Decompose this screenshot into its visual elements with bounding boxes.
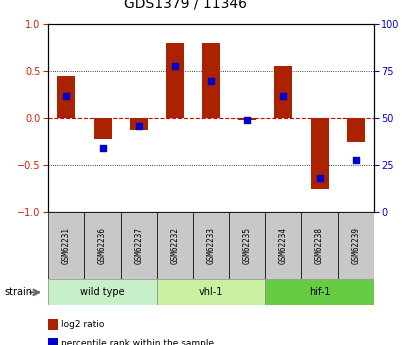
Text: hif-1: hif-1 [309,287,330,297]
Text: GSM62235: GSM62235 [243,227,252,264]
Text: GSM62233: GSM62233 [207,227,215,264]
Point [208,78,215,83]
Bar [193,212,229,279]
Text: strain: strain [4,287,32,297]
Bar [274,67,292,118]
Text: GSM62231: GSM62231 [62,227,71,264]
Bar [121,212,157,279]
Point [171,63,178,68]
Text: GSM62236: GSM62236 [98,227,107,264]
Point [316,176,323,181]
Bar [130,118,148,130]
Bar [229,212,265,279]
Point [135,123,142,128]
Text: GSM62239: GSM62239 [351,227,360,264]
Bar [265,212,302,279]
Point [244,117,251,123]
Bar [94,118,112,139]
Bar [338,212,374,279]
Bar [84,212,121,279]
Bar [58,76,76,118]
Bar [157,279,265,305]
Point [63,93,70,98]
Text: wild type: wild type [80,287,125,297]
Text: GSM62237: GSM62237 [134,227,143,264]
Bar [302,212,338,279]
Point [280,93,287,98]
Text: GDS1379 / 11346: GDS1379 / 11346 [123,0,247,10]
Bar [346,118,365,142]
Bar [310,118,328,189]
Bar [48,319,58,330]
Bar [48,279,157,305]
Text: percentile rank within the sample: percentile rank within the sample [61,339,214,345]
Text: GSM62238: GSM62238 [315,227,324,264]
Bar [202,43,220,118]
Text: log2 ratio: log2 ratio [61,320,104,329]
Bar [157,212,193,279]
Point [99,146,106,151]
Bar [48,212,84,279]
Bar [238,118,256,120]
Point [352,157,359,162]
Text: GSM62234: GSM62234 [279,227,288,264]
Bar [265,279,374,305]
Text: GSM62232: GSM62232 [171,227,179,264]
Text: vhl-1: vhl-1 [199,287,223,297]
Bar [48,338,58,345]
Bar [166,43,184,118]
